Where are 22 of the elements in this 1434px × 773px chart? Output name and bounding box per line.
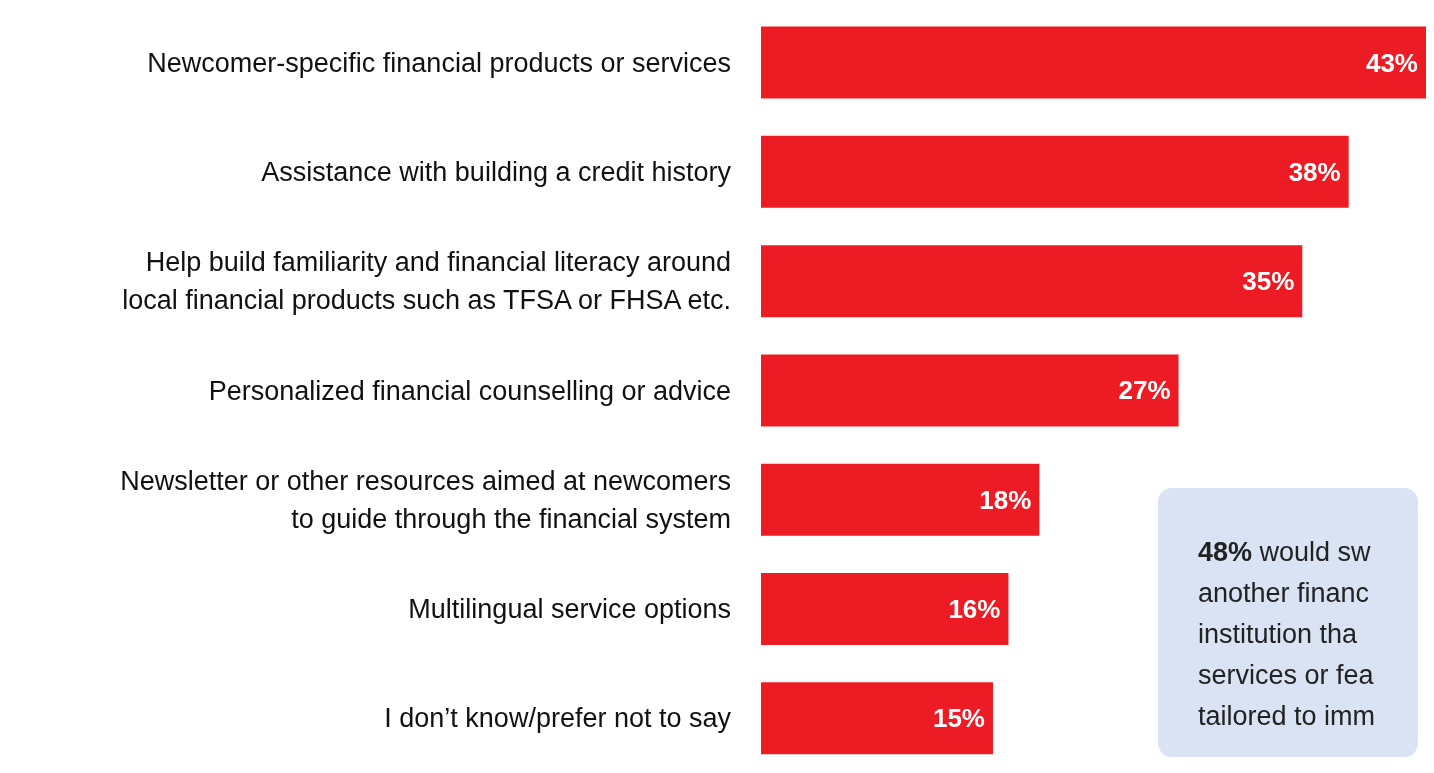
bar [761,26,1426,99]
data-label: 18% [979,484,1032,515]
data-label: 16% [948,594,1001,625]
bar [761,354,1179,427]
bar [761,245,1303,318]
data-label: 35% [1242,266,1295,297]
data-label: 27% [1118,375,1171,406]
y-tick-label: Newsletter or other resources aimed at newcomers to guide through the financial system [120,465,731,534]
y-tick-label: Assistance with building a credit history [261,156,732,187]
y-tick-label: Personalized financial counselling or advice [208,375,731,406]
y-tick-label: Help build familiarity and financial literacy around local financial products such as TFSA or FHSA etc. [122,247,731,316]
y-tick-label: Newcomer-specific financial products or services [147,47,731,78]
bar [761,682,993,755]
data-label: 15% [932,703,985,734]
data-label: 38% [1288,156,1341,187]
y-tick-label: Multilingual service options [408,594,731,625]
bar [761,135,1349,208]
bar [761,573,1009,646]
data-label: 43% [1365,47,1418,78]
callout-box: 48% would sw another financ institution tha services or fea tailored to imm [1158,488,1418,757]
bar [761,463,1040,536]
y-tick-label: I don’t know/prefer not to say [384,703,732,734]
